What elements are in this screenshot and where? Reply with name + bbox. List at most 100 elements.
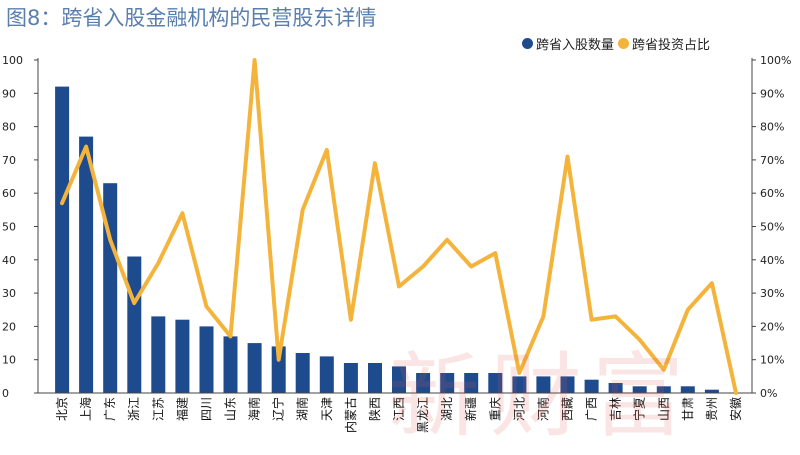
line-point	[253, 58, 257, 62]
category-label: 贵州	[705, 397, 719, 421]
category-label: 河南	[535, 397, 550, 421]
watermark: 新财富	[388, 343, 695, 450]
category-label: 吉林	[609, 397, 623, 421]
left-tick-label: 10	[2, 354, 16, 367]
line-point	[493, 251, 497, 255]
bar	[247, 343, 262, 393]
bar	[223, 336, 238, 393]
category-label: 重庆	[488, 397, 502, 421]
right-tick-label: 10%	[760, 354, 784, 367]
bar	[368, 363, 382, 393]
left-tick-label: 80	[2, 121, 16, 134]
category-label: 新疆	[463, 397, 478, 421]
bar	[536, 376, 551, 393]
bar	[319, 356, 334, 393]
right-tick-label: 0%	[760, 387, 777, 400]
line-point	[132, 301, 136, 305]
category-label: 黑龙江	[416, 397, 430, 433]
left-tick-label: 20	[2, 320, 16, 333]
bar	[584, 379, 599, 393]
category-label: 福建	[174, 397, 189, 421]
bar	[656, 386, 671, 393]
line-point	[734, 391, 738, 395]
bar	[440, 373, 455, 393]
bar	[704, 389, 719, 393]
left-tick-label: 50	[2, 221, 16, 234]
legend-item-line: 跨省投资占比	[618, 34, 710, 53]
line-point	[710, 281, 714, 285]
line-point	[590, 318, 594, 322]
legend-bar-label: 跨省入股数量	[536, 38, 615, 53]
category-label: 宁夏	[632, 397, 647, 421]
category-label: 广东	[103, 397, 117, 421]
chart-title: 图8：跨省入股金融机构的民营股东详情	[6, 6, 377, 30]
line-point	[397, 284, 401, 288]
bar	[464, 373, 479, 393]
category-label: 湖北	[439, 397, 454, 421]
category-label: 湖南	[295, 397, 310, 421]
legend: 跨省入股数量 跨省投资占比	[522, 34, 714, 53]
bar	[416, 373, 431, 393]
line-point	[638, 338, 642, 342]
line-point	[60, 201, 64, 205]
bar	[79, 136, 94, 393]
bar	[343, 363, 358, 393]
line-series	[60, 58, 738, 395]
category-label: 天津	[320, 397, 334, 421]
bar	[295, 353, 310, 393]
line-point	[541, 314, 545, 318]
category-label: 浙江	[127, 397, 141, 421]
category-label: 上海	[78, 397, 93, 421]
legend-line-label: 跨省投资占比	[632, 38, 711, 53]
line-point	[204, 304, 208, 308]
category-label: 西藏	[561, 397, 575, 421]
bar	[271, 346, 286, 393]
bar	[488, 373, 503, 393]
category-label: 江苏	[151, 397, 165, 421]
right-tick-label: 80%	[760, 121, 784, 134]
category-label: 内蒙古	[343, 397, 358, 433]
category-label: 广西	[585, 397, 599, 421]
right-tick-label: 90%	[760, 87, 784, 100]
left-tick-label: 40	[2, 254, 16, 267]
line-point	[156, 261, 160, 265]
bar	[103, 183, 118, 393]
right-tick-label: 50%	[760, 221, 784, 234]
line-point	[84, 145, 88, 149]
category-label: 四川	[199, 397, 213, 421]
category-label: 山西	[657, 397, 671, 421]
bar	[199, 326, 214, 393]
left-tick-label: 90	[2, 87, 16, 100]
bar	[175, 319, 190, 393]
line-point	[229, 334, 232, 338]
right-tick-label: 70%	[760, 154, 784, 167]
right-tick-label: 40%	[760, 254, 784, 267]
line-point	[421, 265, 425, 268]
category-label: 甘肃	[681, 397, 695, 421]
legend-line-swatch	[618, 38, 630, 49]
left-tick-label: 70	[2, 154, 16, 167]
left-tick-label: 100	[2, 54, 23, 67]
left-tick-label: 60	[2, 187, 16, 200]
line-point	[686, 308, 690, 312]
left-tick-label: 0	[2, 387, 9, 400]
axes: 0 10 20 30 40 50 60 70 80 90 100 0% 10% 20% 30% 40% 50% 6…	[2, 54, 791, 400]
category-label: 海南	[247, 397, 262, 421]
category-label: 河北	[512, 397, 526, 421]
line-point	[614, 314, 618, 318]
line-point	[180, 211, 184, 215]
category-label: 辽宁	[271, 397, 286, 421]
line-point	[517, 371, 521, 375]
bar	[560, 376, 575, 393]
bar	[127, 256, 142, 393]
bar	[512, 376, 527, 393]
legend-item-bar: 跨省入股数量	[522, 34, 614, 53]
line-point	[662, 368, 666, 372]
line-point	[445, 238, 449, 242]
line-point	[566, 155, 569, 159]
right-tick-label: 20%	[760, 320, 784, 333]
bar	[608, 383, 623, 393]
bar	[680, 386, 695, 393]
bar	[151, 316, 166, 393]
